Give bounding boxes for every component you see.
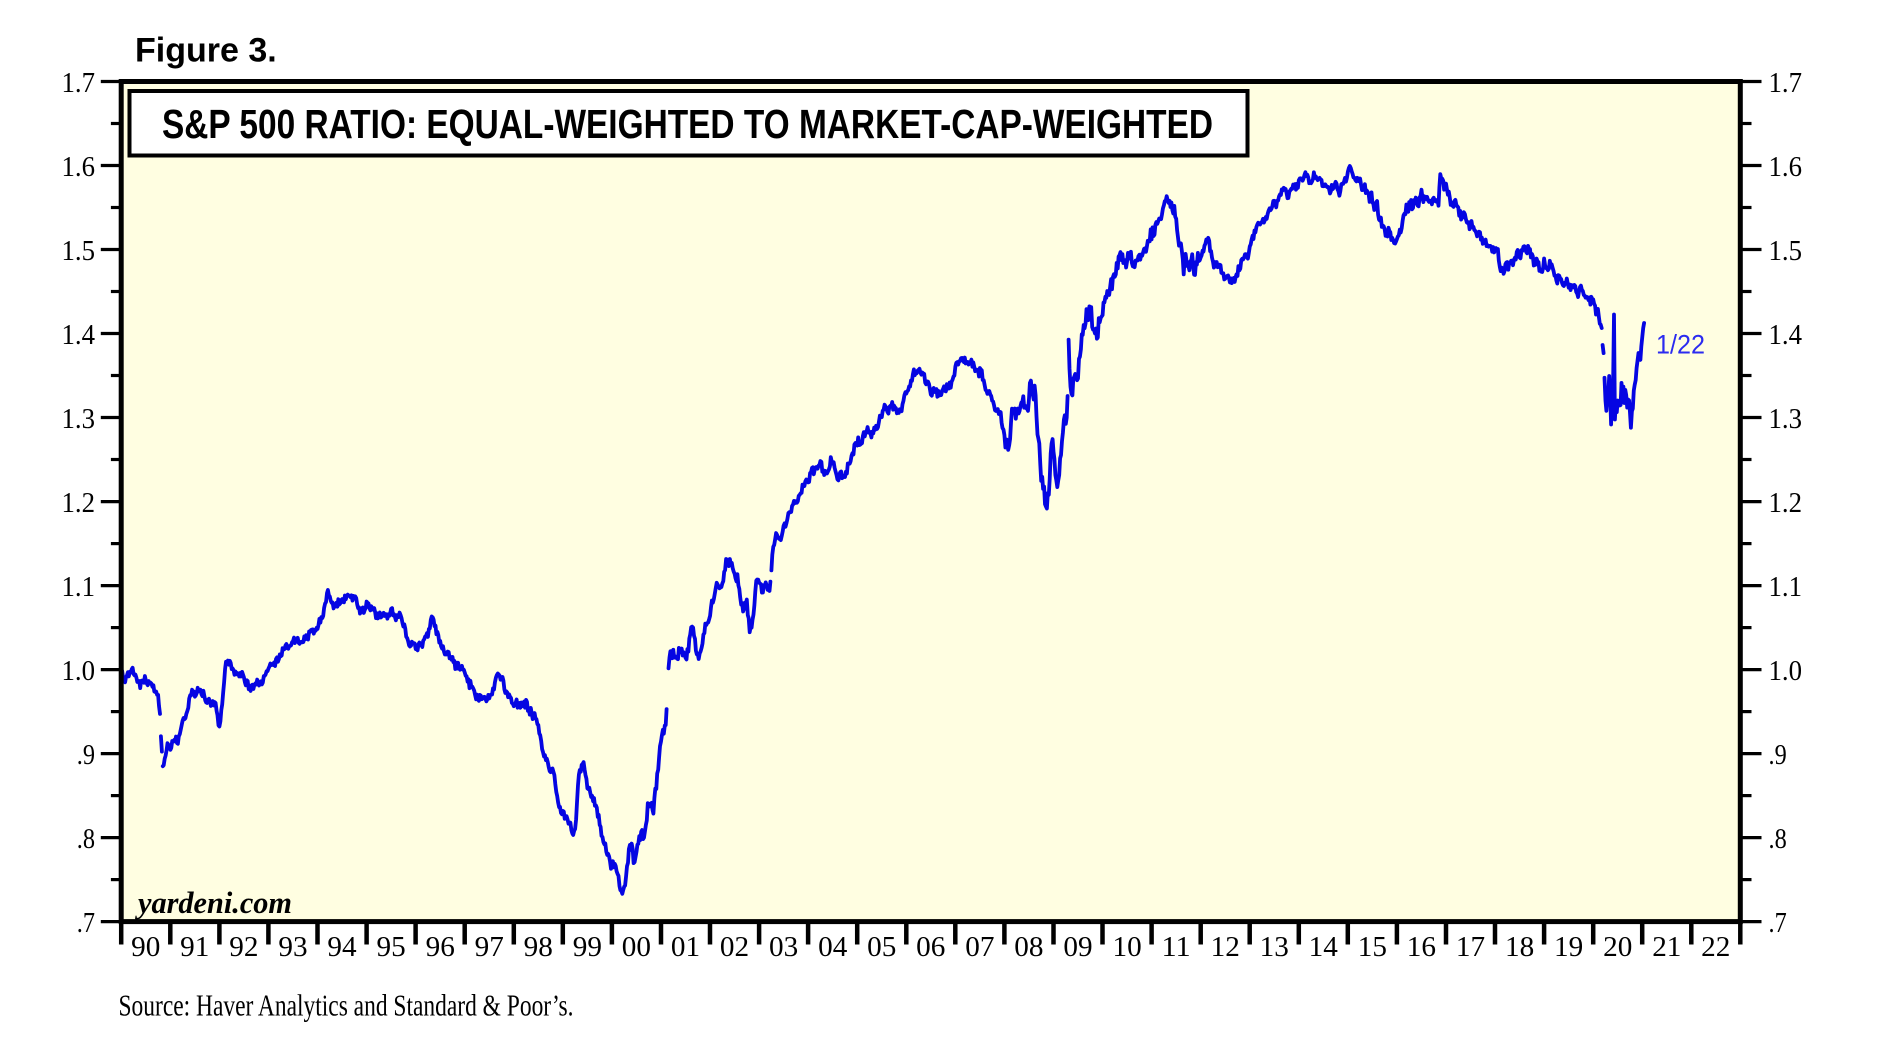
svg-text:99: 99	[573, 931, 602, 963]
svg-text:12: 12	[1211, 931, 1240, 963]
svg-text:96: 96	[426, 931, 455, 963]
svg-text:1/22: 1/22	[1656, 330, 1705, 360]
svg-text:1.2: 1.2	[1769, 487, 1803, 519]
svg-text:.8: .8	[1769, 823, 1787, 855]
svg-text:05: 05	[867, 931, 896, 963]
svg-text:02: 02	[720, 931, 749, 963]
svg-text:07: 07	[965, 931, 994, 963]
svg-text:98: 98	[524, 931, 553, 963]
svg-text:11: 11	[1162, 931, 1191, 963]
svg-text:1.0: 1.0	[62, 655, 96, 687]
svg-text:14: 14	[1309, 931, 1339, 963]
svg-text:15: 15	[1358, 931, 1387, 963]
svg-text:1.7: 1.7	[62, 67, 96, 99]
svg-text:13: 13	[1260, 931, 1289, 963]
svg-text:.7: .7	[1769, 907, 1787, 939]
svg-text:1.0: 1.0	[1769, 655, 1803, 687]
svg-text:08: 08	[1014, 931, 1043, 963]
svg-text:20: 20	[1603, 931, 1632, 963]
svg-text:.9: .9	[1769, 739, 1787, 771]
svg-text:22: 22	[1701, 931, 1730, 963]
svg-text:Source: Haver Analytics and St: Source: Haver Analytics and Standard & P…	[119, 988, 574, 1023]
svg-text:91: 91	[180, 931, 209, 963]
svg-text:S&P 500 RATIO: EQUAL-WEIGHTED: S&P 500 RATIO: EQUAL-WEIGHTED TO MARKET-…	[162, 101, 1213, 147]
svg-text:04: 04	[818, 931, 848, 963]
svg-text:.9: .9	[77, 739, 95, 771]
svg-text:1.1: 1.1	[62, 571, 96, 603]
svg-text:1.1: 1.1	[1769, 571, 1803, 603]
svg-text:.7: .7	[77, 907, 95, 939]
svg-text:01: 01	[671, 931, 700, 963]
svg-text:1.4: 1.4	[1769, 319, 1803, 351]
svg-text:09: 09	[1063, 931, 1092, 963]
svg-text:1.5: 1.5	[1769, 235, 1803, 267]
svg-text:00: 00	[622, 931, 651, 963]
svg-text:19: 19	[1554, 931, 1583, 963]
svg-text:18: 18	[1505, 931, 1534, 963]
svg-text:21: 21	[1652, 931, 1681, 963]
svg-text:93: 93	[278, 931, 307, 963]
svg-text:92: 92	[229, 931, 258, 963]
svg-text:03: 03	[769, 931, 798, 963]
svg-text:yardeni.com: yardeni.com	[134, 885, 292, 920]
svg-text:1.3: 1.3	[62, 403, 96, 435]
svg-text:1.6: 1.6	[1769, 151, 1803, 183]
svg-text:90: 90	[131, 931, 160, 963]
svg-text:10: 10	[1113, 931, 1142, 963]
svg-text:17: 17	[1456, 931, 1485, 963]
svg-text:1.7: 1.7	[1769, 67, 1803, 99]
svg-text:Figure 3.: Figure 3.	[135, 32, 277, 70]
svg-text:94: 94	[327, 931, 357, 963]
svg-text:16: 16	[1407, 931, 1436, 963]
svg-text:1.6: 1.6	[62, 151, 96, 183]
svg-text:95: 95	[377, 931, 406, 963]
svg-text:97: 97	[475, 931, 504, 963]
svg-text:1.4: 1.4	[62, 319, 96, 351]
svg-text:06: 06	[916, 931, 945, 963]
svg-text:1.5: 1.5	[62, 235, 96, 267]
svg-text:1.2: 1.2	[62, 487, 96, 519]
svg-text:1.3: 1.3	[1769, 403, 1803, 435]
svg-text:.8: .8	[77, 823, 95, 855]
